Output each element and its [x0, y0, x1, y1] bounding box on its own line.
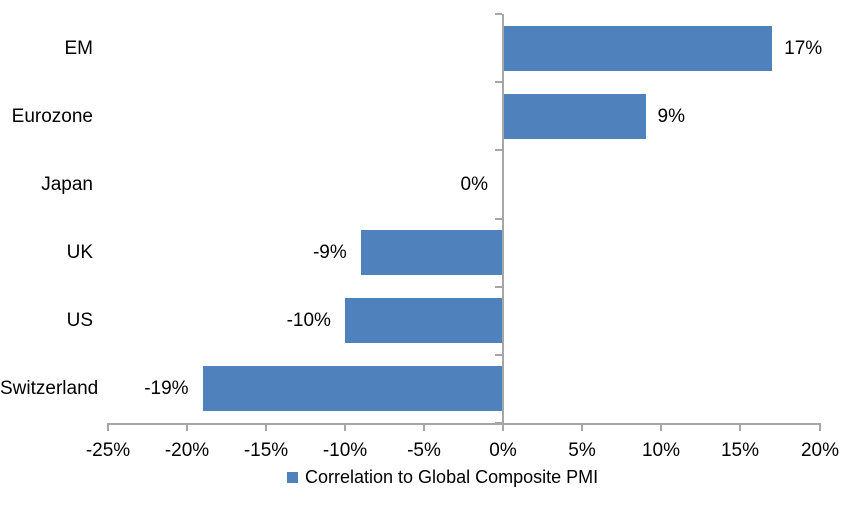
- category-label-us: US: [66, 310, 93, 332]
- x-axis-tick-label: -25%: [85, 440, 131, 461]
- x-axis-tick-label: 0%: [489, 440, 517, 461]
- y-axis-tick: [495, 13, 502, 15]
- category-label-japan: Japan: [41, 173, 93, 195]
- value-label-uk: -9%: [312, 242, 347, 264]
- y-axis-tick: [495, 217, 502, 220]
- legend-series-marker-icon: [287, 472, 298, 483]
- x-axis-tick-label: -10%: [322, 440, 368, 461]
- x-axis-tick: [107, 423, 109, 431]
- x-axis-tick: [265, 423, 267, 431]
- x-axis-tick: [819, 423, 821, 431]
- category-label-switzerland: Switzerland: [0, 378, 99, 400]
- category-label-eurozone: Eurozone: [11, 105, 93, 127]
- y-axis-tick: [495, 81, 502, 84]
- bar-eurozone: [504, 93, 646, 139]
- y-axis-tick: [495, 353, 502, 356]
- bar-em: [504, 25, 773, 71]
- x-axis-tick: [344, 423, 346, 431]
- x-axis-tick: [186, 423, 188, 431]
- value-label-switzerland: -19%: [144, 378, 189, 400]
- bar-switzerland: [202, 366, 502, 412]
- value-label-japan: 0%: [460, 173, 488, 195]
- value-label-em: 17%: [784, 37, 823, 59]
- x-axis-tick-label: 5%: [568, 440, 596, 461]
- y-axis-tick: [495, 285, 502, 288]
- category-label-em: EM: [64, 37, 94, 59]
- x-axis-tick-label: -5%: [407, 440, 441, 461]
- bar-us: [344, 298, 502, 344]
- x-axis-tick-label: 20%: [800, 440, 840, 461]
- y-axis-tick: [495, 149, 502, 152]
- x-axis-tick-label: 10%: [641, 440, 681, 461]
- legend: Correlation to Global Composite PMI: [287, 468, 598, 487]
- x-axis-tick-label: -15%: [243, 440, 289, 461]
- x-axis-tick: [423, 423, 425, 431]
- x-axis-tick-label: 15%: [720, 440, 760, 461]
- value-label-us: -10%: [286, 310, 331, 332]
- x-axis-line: [107, 423, 821, 425]
- x-axis-tick: [739, 423, 741, 431]
- legend-label: Correlation to Global Composite PMI: [305, 467, 599, 487]
- x-axis-tick: [581, 423, 583, 431]
- x-axis-tick: [660, 423, 662, 431]
- category-label-uk: UK: [66, 242, 93, 264]
- value-label-eurozone: 9%: [657, 105, 686, 127]
- x-axis-tick-label: -20%: [164, 440, 210, 461]
- y-axis-zero-line: [502, 14, 504, 431]
- bar-uk: [360, 230, 502, 276]
